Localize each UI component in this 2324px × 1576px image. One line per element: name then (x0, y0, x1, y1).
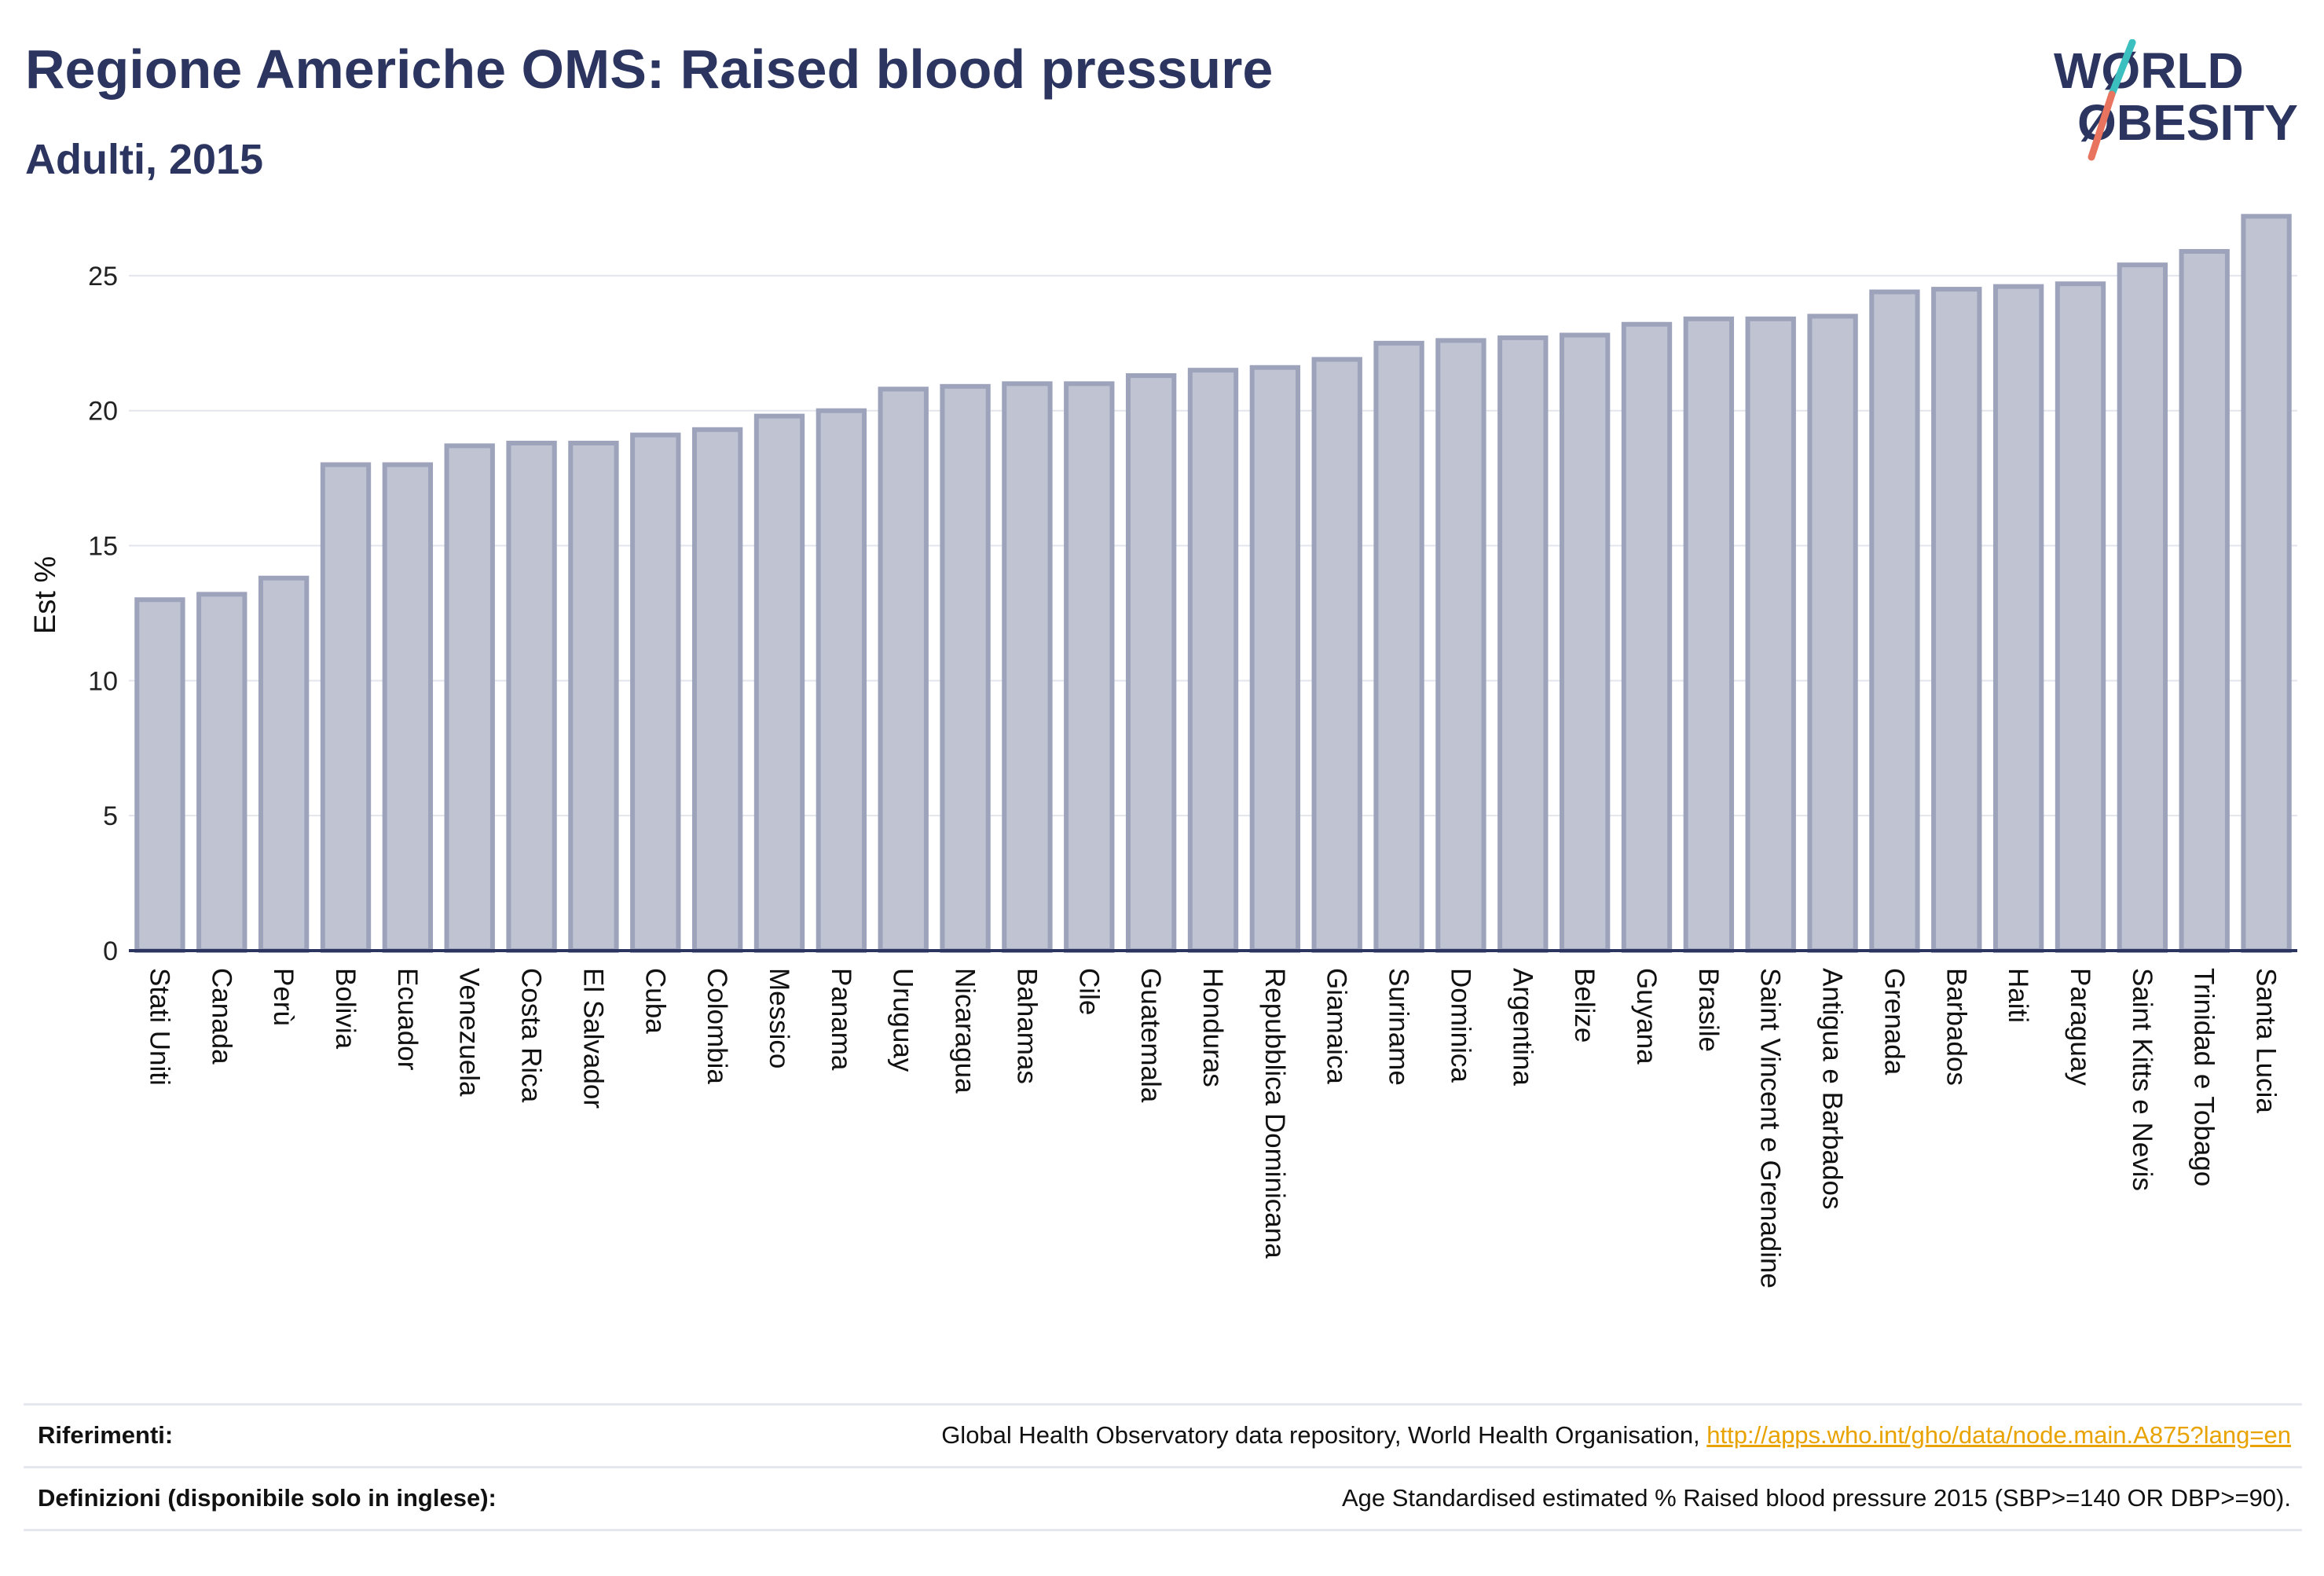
chart-title: Regione Americhe OMS: Raised blood press… (25, 38, 1274, 100)
bar (1435, 338, 1486, 953)
bar (2117, 262, 2168, 953)
x-tick-label: Bolivia (330, 968, 361, 1050)
bar (196, 592, 247, 954)
y-tick-label: 20 (88, 397, 118, 427)
x-tick-label: Colombia (702, 968, 732, 1084)
bar (1807, 313, 1858, 954)
x-tick-label: Dominica (1445, 968, 1475, 1083)
logo-line2: ØBESITY (2077, 94, 2298, 151)
x-tick-label: Nicaragua (950, 968, 981, 1094)
bar (444, 443, 495, 953)
x-tick-label: Paraguay (2065, 968, 2095, 1086)
x-tick-label: Cuba (640, 968, 670, 1034)
references-value: Global Health Observatory data repositor… (941, 1421, 2291, 1450)
bar (1373, 340, 1424, 953)
footer-definitions-row: Definizioni (disponibile solo in inglese… (24, 1466, 2302, 1531)
bar (630, 432, 681, 953)
x-tick-label: Argentina (1507, 968, 1538, 1086)
x-tick-label: Saint Kitts e Nevis (2127, 968, 2157, 1191)
x-tick-label: Belize (1569, 968, 1600, 1043)
logo-slash-teal (2108, 38, 2136, 98)
bar (1621, 321, 1673, 954)
bar (320, 462, 372, 953)
logo-line1: WØRLD (2054, 42, 2244, 99)
bar (2241, 214, 2292, 953)
x-tick-label: Repubblica Dominicana (1259, 968, 1290, 1259)
x-tick-label: Stati Uniti (144, 968, 174, 1086)
bar (1869, 289, 1920, 953)
bar (258, 575, 310, 953)
x-tick-label: Suriname (1384, 968, 1414, 1086)
x-tick-label: Guatemala (1135, 968, 1166, 1103)
logo-slash-coral (2088, 90, 2116, 161)
bar (1559, 332, 1611, 953)
x-tick-label: Guyana (1631, 968, 1662, 1065)
bar (1311, 357, 1362, 954)
world-obesity-logo: WØRLD ØBESITY (2051, 38, 2310, 165)
x-tick-label: Cile (1073, 968, 1104, 1015)
bar (1002, 381, 1053, 953)
y-axis-label: Est % (29, 556, 62, 634)
bar (1249, 365, 1301, 953)
x-tick-label: Brasile (1693, 968, 1724, 1052)
bar-chart: 0 5 10 15 20 25 Est % Stati Uniti Canada Perù Boli… (29, 214, 2297, 1288)
bar (878, 387, 929, 953)
bar (1064, 381, 1115, 953)
x-tick-label: Giamaica (1321, 968, 1352, 1084)
x-tick-label: El Salvador (577, 968, 608, 1109)
y-tick-label: 25 (88, 262, 118, 291)
x-tick-label: Messico (764, 968, 794, 1068)
x-tick-label: Costa Rica (516, 968, 547, 1103)
footer-divider (24, 1529, 2302, 1531)
chart-subtitle: Adulti, 2015 (25, 136, 264, 183)
bar (134, 597, 185, 953)
bar (382, 462, 434, 953)
bar (1931, 287, 1982, 954)
x-tick-label: Santa Lucia (2251, 968, 2282, 1113)
x-tick-label: Perù (268, 968, 299, 1026)
y-tick-label: 10 (88, 666, 118, 696)
bar (1992, 284, 2044, 953)
references-text: Global Health Observatory data repositor… (941, 1421, 1707, 1449)
y-tick-label: 15 (88, 532, 118, 562)
references-link[interactable]: http://apps.who.int/gho/data/node.main.A… (1706, 1421, 2291, 1449)
bar (1497, 335, 1549, 954)
bar (506, 440, 557, 953)
y-tick-label: 0 (103, 936, 118, 966)
bar (940, 383, 991, 953)
bar (1683, 316, 1735, 953)
x-tick-label: Saint Vincent e Grenadine (1755, 968, 1786, 1288)
bar (1125, 373, 1177, 953)
footer-references-row: Riferimenti: Global Health Observatory d… (24, 1403, 2302, 1468)
bar (2055, 281, 2106, 953)
x-tick-label: Panama (826, 968, 856, 1071)
x-tick-label: Ecuador (392, 968, 423, 1071)
x-tick-label: Grenada (1879, 968, 1909, 1076)
bar (2179, 248, 2230, 953)
y-tick-label: 5 (103, 801, 118, 831)
x-tick-label: Trinidad e Tobago (2189, 968, 2220, 1186)
x-tick-label: Bahamas (1011, 968, 1042, 1084)
x-tick-label: Haiti (2003, 968, 2033, 1023)
x-tick-label: Antigua e Barbados (1817, 968, 1848, 1209)
definitions-label: Definizioni (disponibile solo in inglese… (38, 1484, 497, 1512)
x-tick-label: Uruguay (888, 968, 918, 1072)
x-tick-label: Canada (206, 968, 236, 1065)
x-tick-label: Barbados (1941, 968, 1971, 1086)
bar (568, 440, 619, 953)
references-label: Riferimenti: (38, 1421, 174, 1449)
x-tick-label: Venezuela (454, 968, 485, 1097)
bar (1187, 368, 1239, 953)
bar (691, 427, 743, 953)
bar (753, 413, 805, 953)
definitions-value: Age Standardised estimated % Raised bloo… (1341, 1484, 2291, 1512)
bar (1745, 316, 1796, 953)
x-tick-label: Honduras (1197, 968, 1228, 1087)
bar (816, 408, 867, 953)
